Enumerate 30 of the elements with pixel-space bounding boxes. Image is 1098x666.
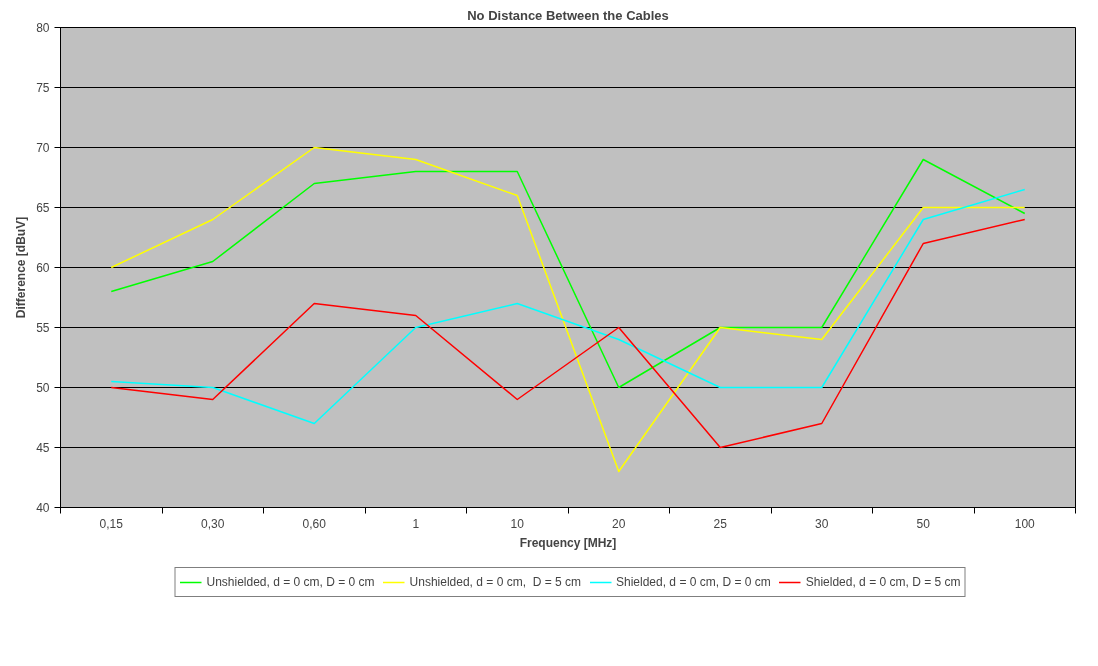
y-tick-label: 40 bbox=[36, 501, 50, 515]
y-tick-label: 65 bbox=[36, 201, 50, 215]
x-tick-label: 0,60 bbox=[302, 516, 327, 531]
line-series bbox=[110, 188, 1026, 425]
y-tick-label: 60 bbox=[36, 261, 50, 275]
y-tick-label: 70 bbox=[36, 141, 50, 155]
line-series bbox=[110, 158, 1026, 389]
x-tick-label: 10 bbox=[510, 516, 525, 531]
x-tick-label: 0,30 bbox=[201, 516, 225, 531]
y-tick-label: 80 bbox=[36, 21, 50, 35]
x-tick-label: 20 bbox=[612, 516, 626, 531]
legend-label: Shielded, d = 0 cm, D = 0 cm bbox=[616, 575, 771, 589]
legend-label: Shielded, d = 0 cm, D = 5 cm bbox=[805, 575, 961, 589]
y-tick-label: 50 bbox=[36, 381, 50, 395]
x-tick-label: 100 bbox=[1014, 516, 1036, 531]
legend-label: Unshielded, d = 0 cm, D = 0 cm bbox=[206, 575, 375, 589]
line-series bbox=[110, 146, 1026, 473]
line-series bbox=[110, 218, 1026, 449]
y-tick-label: 75 bbox=[36, 81, 50, 95]
chart-title: No Distance Between the Cables bbox=[467, 7, 669, 23]
legend-label: Unshielded, d = 0 cm, D = 5 cm bbox=[409, 575, 581, 589]
y-axis-title: Difference [dBuV] bbox=[14, 216, 29, 319]
x-tick-label: 25 bbox=[713, 516, 728, 531]
y-tick-label: 55 bbox=[36, 321, 50, 335]
x-tick-label: 30 bbox=[815, 516, 829, 531]
x-axis-title: Frequency [MHz] bbox=[519, 535, 617, 550]
x-tick-label: 0,15 bbox=[99, 516, 124, 531]
x-tick-label: 50 bbox=[916, 516, 931, 531]
x-tick-label: 1 bbox=[412, 516, 420, 531]
y-tick-label: 45 bbox=[36, 441, 50, 455]
